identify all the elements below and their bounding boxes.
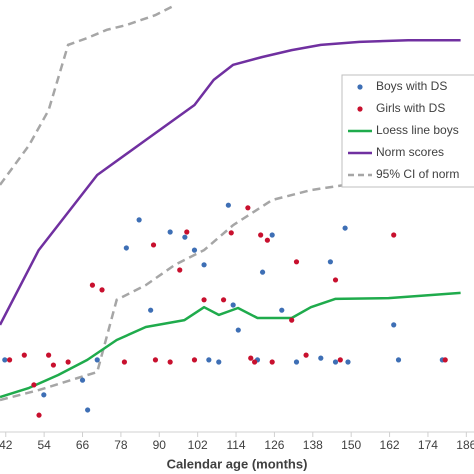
data-point bbox=[65, 359, 71, 365]
data-point bbox=[248, 355, 254, 361]
data-point bbox=[123, 245, 129, 251]
legend-marker bbox=[357, 84, 363, 90]
data-point bbox=[251, 359, 258, 365]
data-point bbox=[191, 357, 198, 363]
legend-label: Norm scores bbox=[376, 145, 444, 159]
data-point bbox=[85, 407, 91, 413]
data-point bbox=[342, 225, 348, 231]
data-point bbox=[303, 352, 309, 358]
x-tick-label: 102 bbox=[188, 438, 208, 452]
data-point bbox=[269, 232, 275, 238]
data-point bbox=[167, 359, 173, 365]
x-tick-label: 150 bbox=[341, 438, 361, 452]
ci-upper bbox=[0, 4, 176, 186]
data-point bbox=[121, 359, 128, 365]
x-tick-label: 138 bbox=[303, 438, 323, 452]
data-point bbox=[152, 357, 159, 363]
data-point bbox=[293, 359, 300, 365]
data-point bbox=[258, 232, 264, 238]
data-point bbox=[177, 267, 183, 273]
x-tick-label: 174 bbox=[418, 438, 438, 452]
data-point bbox=[279, 307, 285, 313]
data-point bbox=[220, 297, 227, 303]
data-point bbox=[289, 317, 295, 323]
x-tick-label: 186 bbox=[456, 438, 474, 452]
data-point bbox=[50, 362, 57, 368]
data-point bbox=[216, 359, 222, 365]
x-tick-label: 42 bbox=[0, 438, 13, 452]
legend-label: Loess line boys bbox=[376, 123, 459, 137]
x-tick-label: 114 bbox=[226, 438, 245, 452]
x-tick-label: 78 bbox=[114, 438, 128, 452]
data-point bbox=[327, 259, 333, 265]
legend-label: Boys with DS bbox=[376, 79, 447, 93]
data-point bbox=[148, 307, 154, 313]
line bbox=[0, 38, 461, 326]
data-point bbox=[79, 377, 86, 383]
data-point bbox=[21, 352, 27, 358]
data-point bbox=[395, 357, 402, 363]
x-tick-label: 54 bbox=[37, 438, 51, 452]
data-point bbox=[230, 302, 236, 308]
legend-marker bbox=[357, 106, 363, 112]
data-point bbox=[167, 229, 173, 235]
x-tick-label: 90 bbox=[153, 438, 167, 452]
data-point bbox=[225, 202, 231, 208]
data-point bbox=[228, 230, 234, 236]
line bbox=[0, 291, 461, 399]
data-point bbox=[391, 232, 397, 238]
data-point bbox=[442, 357, 448, 363]
data-point bbox=[245, 205, 251, 211]
data-point bbox=[36, 412, 42, 418]
data-point bbox=[345, 359, 351, 365]
legend-label: 95% CI of norm bbox=[376, 167, 459, 181]
data-point bbox=[2, 357, 8, 363]
data-point bbox=[184, 229, 190, 235]
data-point bbox=[318, 355, 324, 361]
data-point bbox=[332, 359, 339, 365]
data-point bbox=[41, 392, 47, 398]
data-point bbox=[182, 234, 188, 240]
data-point bbox=[89, 282, 96, 288]
data-point bbox=[235, 327, 241, 333]
data-point bbox=[191, 247, 198, 253]
x-tick-label: 162 bbox=[380, 438, 400, 452]
data-point bbox=[150, 242, 157, 248]
ci-lower bbox=[0, 183, 461, 402]
x-axis-label: Calendar age (months) bbox=[167, 456, 308, 471]
x-tick-label: 66 bbox=[76, 438, 90, 452]
data-point bbox=[6, 357, 13, 363]
data-point bbox=[99, 287, 105, 293]
x-tick-label: 126 bbox=[264, 438, 284, 452]
data-point bbox=[391, 322, 397, 328]
data-point bbox=[201, 262, 207, 268]
legend-label: Girls with DS bbox=[376, 101, 445, 115]
data-point bbox=[293, 259, 300, 265]
data-point bbox=[136, 217, 142, 223]
data-point bbox=[201, 297, 207, 303]
data-point bbox=[46, 352, 52, 358]
data-point bbox=[332, 277, 339, 283]
data-point bbox=[31, 382, 37, 388]
data-point bbox=[94, 357, 100, 363]
data-point bbox=[206, 357, 212, 363]
data-point bbox=[337, 357, 343, 363]
data-point bbox=[264, 237, 270, 243]
data-point bbox=[269, 359, 275, 365]
data-point bbox=[259, 269, 266, 275]
